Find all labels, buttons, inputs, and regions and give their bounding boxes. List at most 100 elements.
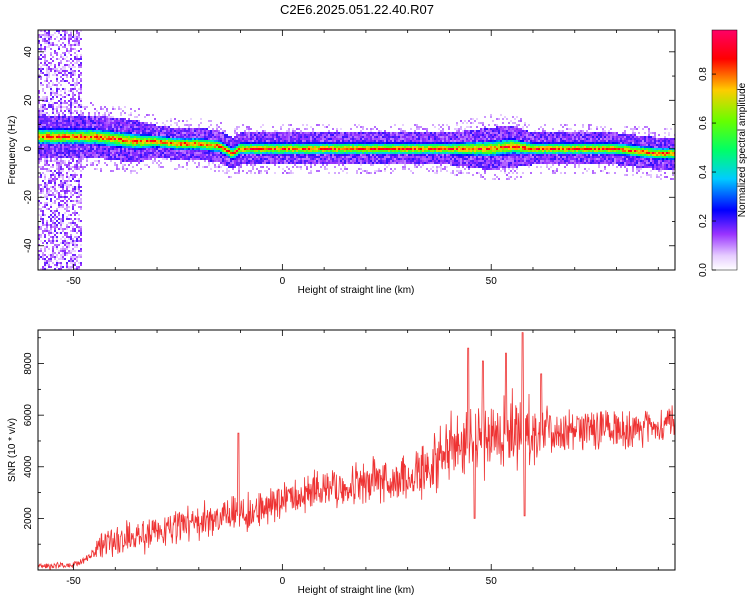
heatmap-cell (58, 192, 60, 194)
heatmap-cell (290, 170, 292, 172)
heatmap-cell (390, 146, 392, 148)
heatmap-cell (164, 134, 166, 136)
heatmap-cell (138, 144, 140, 146)
heatmap-cell (196, 166, 198, 168)
heatmap-cell (328, 172, 330, 174)
heatmap-cell (194, 148, 196, 150)
heatmap-cell (80, 56, 82, 58)
heatmap-cell (250, 172, 252, 174)
heatmap-cell (124, 130, 126, 132)
heatmap-cell (48, 258, 50, 260)
heatmap-cell (384, 156, 386, 158)
heatmap-cell (86, 142, 88, 144)
heatmap-cell (170, 160, 172, 162)
heatmap-cell (172, 134, 174, 136)
heatmap-cell (66, 132, 68, 134)
heatmap-cell (214, 166, 216, 168)
heatmap-cell (172, 138, 174, 140)
heatmap-cell (368, 132, 370, 134)
heatmap-cell (102, 116, 104, 118)
heatmap-cell (80, 244, 82, 246)
heatmap-cell (40, 176, 42, 178)
heatmap-cell (144, 142, 146, 144)
heatmap-cell (52, 112, 54, 114)
heatmap-cell (140, 140, 142, 142)
heatmap-cell (376, 158, 378, 160)
heatmap-cell (242, 124, 244, 126)
heatmap-cell (80, 160, 82, 162)
heatmap-cell (144, 152, 146, 154)
heatmap-cell (58, 228, 60, 230)
heatmap-cell (178, 158, 180, 160)
heatmap-cell (94, 140, 96, 142)
heatmap-cell (176, 146, 178, 148)
heatmap-cell (140, 154, 142, 156)
heatmap-cell (88, 122, 90, 124)
heatmap-cell (170, 130, 172, 132)
heatmap-cell (392, 156, 394, 158)
heatmap-cell (118, 146, 120, 148)
heatmap-cell (378, 138, 380, 140)
heatmap-cell (378, 136, 380, 138)
heatmap-cell (68, 160, 70, 162)
heatmap-cell (324, 162, 326, 164)
heatmap-cell (56, 68, 58, 70)
heatmap-cell (74, 224, 76, 226)
heatmap-cell (346, 156, 348, 158)
heatmap-cell (326, 158, 328, 160)
heatmap-cell (268, 162, 270, 164)
heatmap-cell (318, 170, 320, 172)
heatmap-cell (420, 152, 422, 154)
heatmap-cell (410, 138, 412, 140)
heatmap-cell (50, 154, 52, 156)
heatmap-cell (188, 124, 190, 126)
heatmap-cell (226, 140, 228, 142)
heatmap-cell (74, 244, 76, 246)
heatmap-cell (304, 158, 306, 160)
heatmap-cell (272, 144, 274, 146)
heatmap-cell (220, 140, 222, 142)
heatmap-cell (48, 106, 50, 108)
heatmap-cell (78, 66, 80, 68)
heatmap-cell (426, 132, 428, 134)
heatmap-cell (142, 122, 144, 124)
heatmap-cell (68, 198, 70, 200)
heatmap-cell (184, 150, 186, 152)
heatmap-cell (276, 154, 278, 156)
heatmap-cell (48, 32, 50, 34)
heatmap-cell (48, 182, 50, 184)
heatmap-cell (196, 134, 198, 136)
heatmap-cell (332, 132, 334, 134)
heatmap-cell (162, 146, 164, 148)
heatmap-cell (52, 248, 54, 250)
heatmap-cell (38, 152, 40, 154)
heatmap-cell (224, 156, 226, 158)
heatmap-cell (40, 154, 42, 156)
heatmap-cell (310, 142, 312, 144)
heatmap-cell (134, 110, 136, 112)
heatmap-cell (42, 48, 44, 50)
heatmap-cell (338, 136, 340, 138)
heatmap-cell (130, 138, 132, 140)
heatmap-cell (256, 140, 258, 142)
heatmap-cell (46, 226, 48, 228)
heatmap-cell (394, 152, 396, 154)
heatmap-cell (56, 144, 58, 146)
heatmap-cell (56, 224, 58, 226)
heatmap-cell (54, 200, 56, 202)
heatmap-cell (242, 138, 244, 140)
heatmap-cell (70, 126, 72, 128)
heatmap-cell (152, 136, 154, 138)
heatmap-cell (92, 104, 94, 106)
heatmap-cell (350, 162, 352, 164)
heatmap-cell (50, 120, 52, 122)
heatmap-cell (142, 158, 144, 160)
heatmap-cell (64, 156, 66, 158)
heatmap-cell (338, 140, 340, 142)
heatmap-cell (346, 154, 348, 156)
heatmap-cell (74, 222, 76, 224)
heatmap-cell (114, 140, 116, 142)
heatmap-cell (88, 140, 90, 142)
heatmap-cell (56, 112, 58, 114)
heatmap-cell (146, 134, 148, 136)
